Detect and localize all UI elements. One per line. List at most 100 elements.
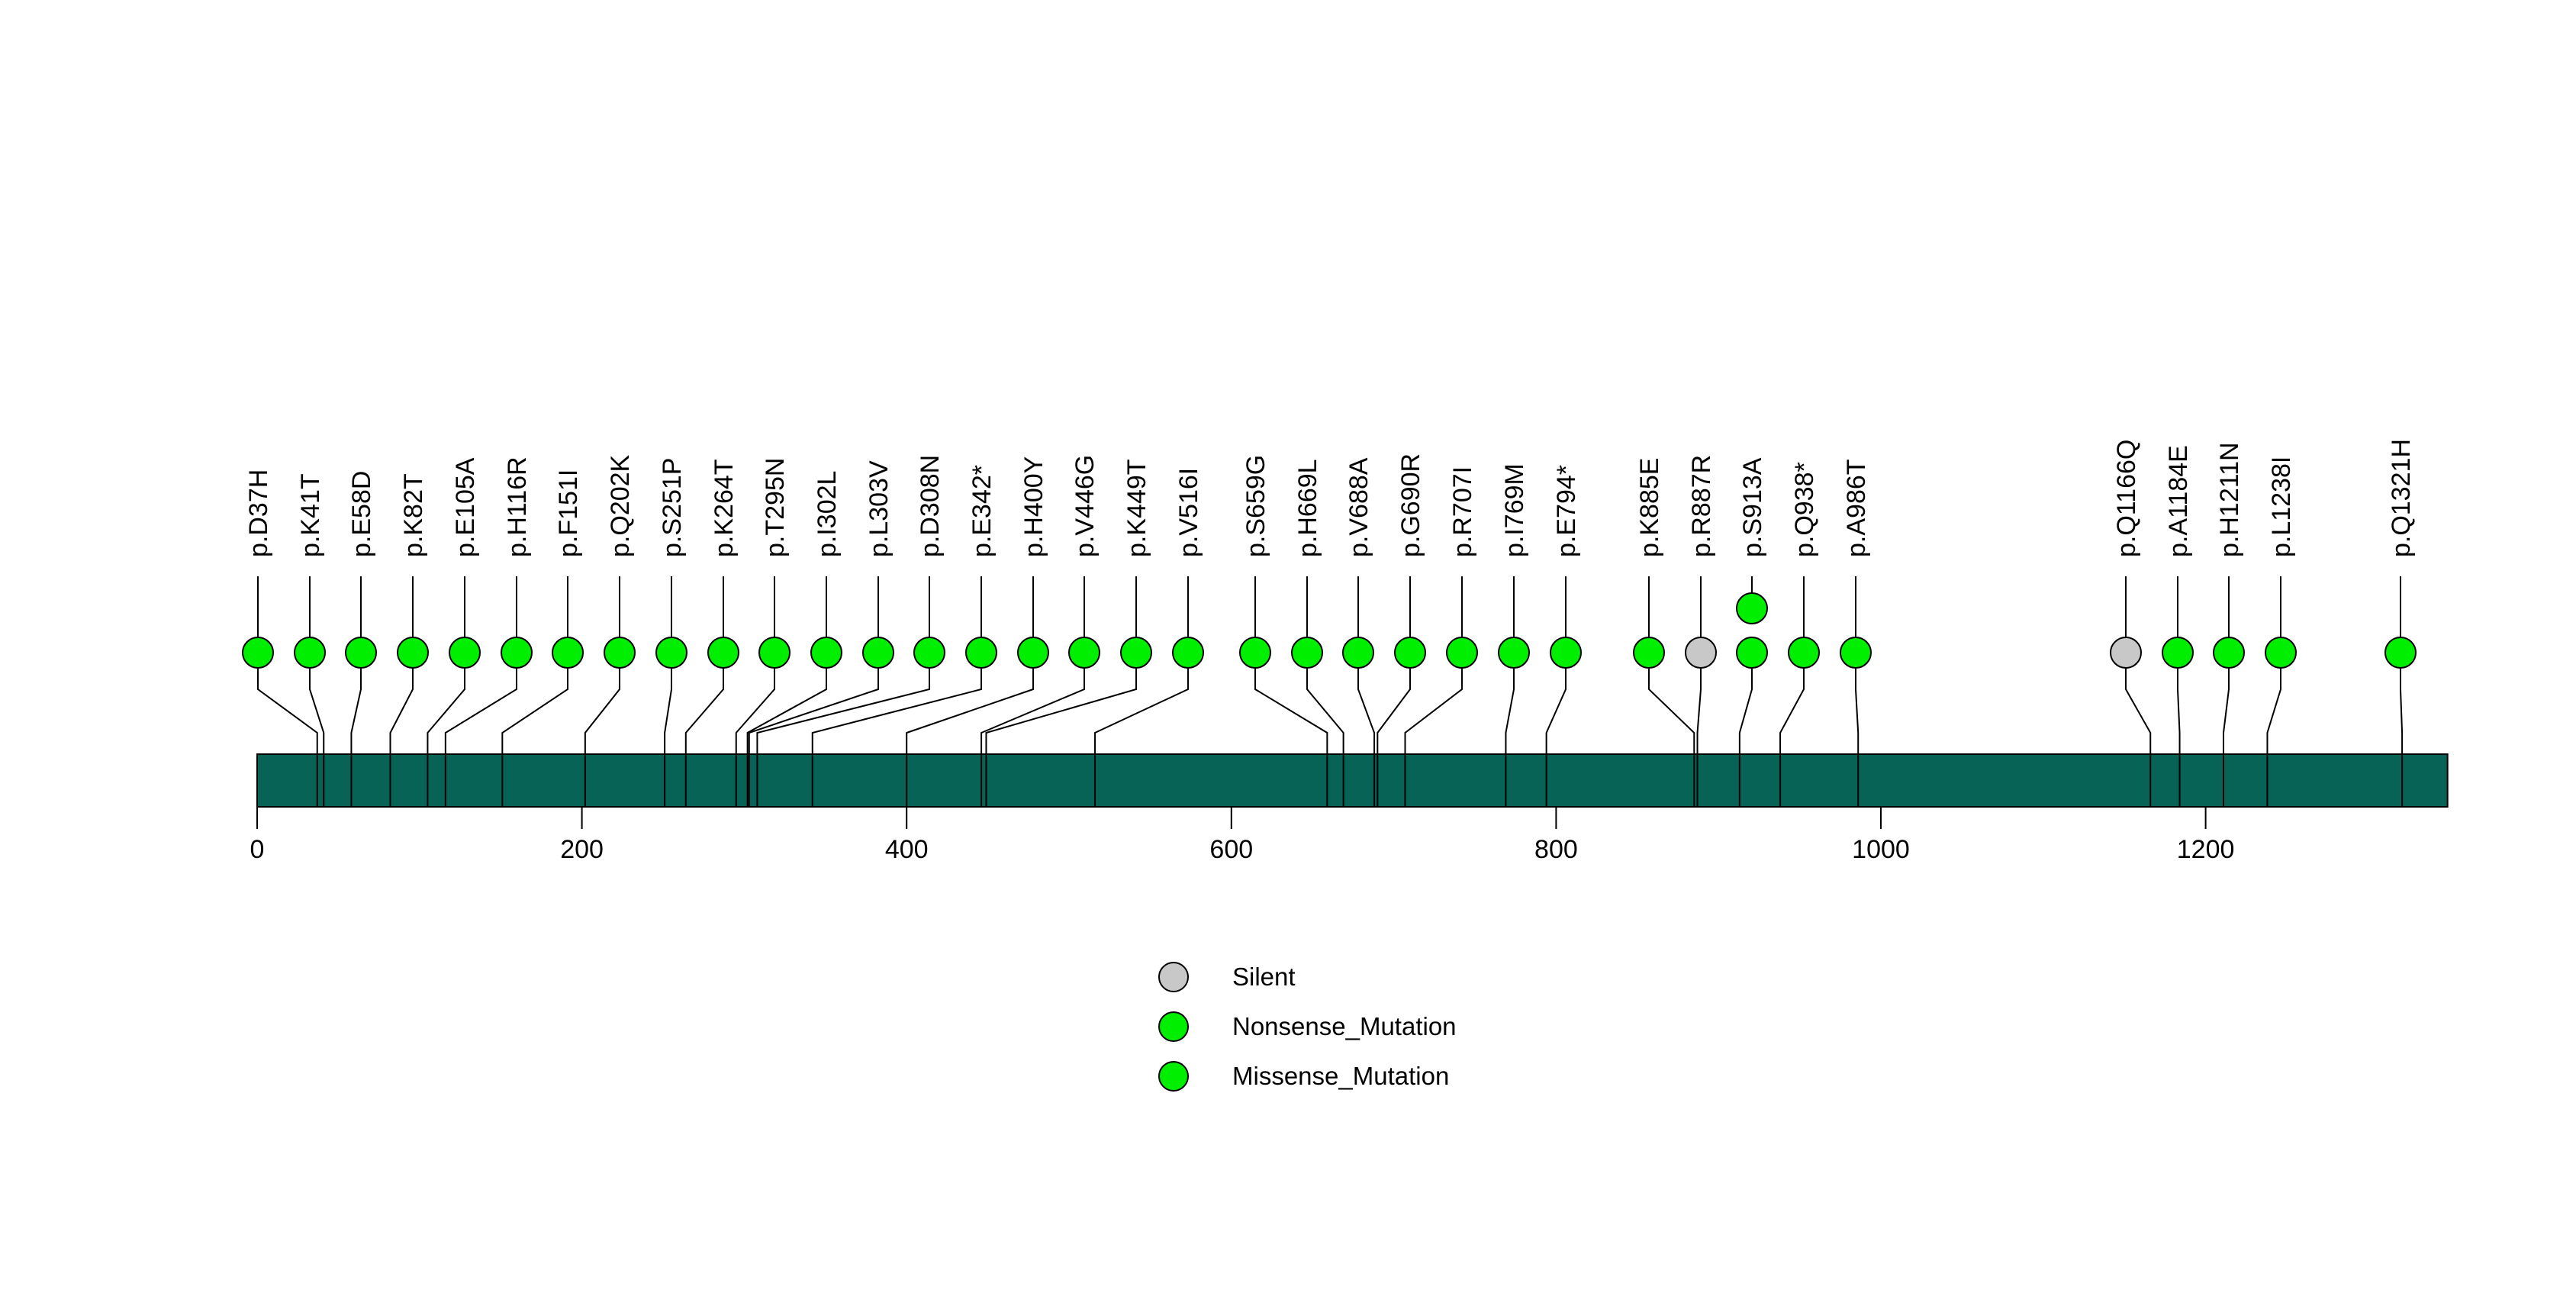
mutation-circle (501, 637, 533, 669)
axis-tick-label: 400 (885, 835, 929, 864)
connector-line (257, 668, 318, 807)
legend: Silent Nonsense_Mutation Missense_Mutati… (1158, 962, 1457, 1092)
connector-line (1779, 668, 1805, 807)
legend-row-nonsense: Nonsense_Mutation (1158, 1011, 1457, 1042)
mutation-circle (449, 637, 481, 669)
connector-line (1738, 668, 1753, 807)
connector-line (811, 668, 982, 807)
mutation-label: p.I302L (813, 471, 842, 557)
mutation-circle (1498, 637, 1530, 669)
mutation-circle (1788, 637, 1820, 669)
mutation-circle (1840, 637, 1872, 669)
axis-tick-label: 800 (1534, 835, 1578, 864)
legend-row-silent: Silent (1158, 962, 1457, 992)
connector-line (906, 668, 1034, 807)
mutation-label: p.K885E (1635, 458, 1664, 557)
connector-line (444, 668, 517, 807)
mutation-label: p.G690R (1396, 453, 1425, 557)
mutation-circle (1239, 637, 1271, 669)
mutation-circle (1017, 637, 1049, 669)
mutation-label: p.L1238I (2267, 456, 2296, 557)
connector-line (1505, 668, 1515, 807)
protein-backbone (256, 753, 2449, 808)
silent-swatch-icon (1158, 962, 1189, 992)
mutation-circle (1550, 637, 1582, 669)
connector-line (2177, 668, 2181, 807)
mutation-circle (1120, 637, 1152, 669)
mutation-circle (604, 637, 636, 669)
mutation-circle (1172, 637, 1204, 669)
mutation-circle (242, 637, 274, 669)
mutation-label: p.V446G (1071, 455, 1100, 557)
connector-line (985, 668, 1137, 807)
mutation-label: p.F151I (554, 469, 583, 557)
mutation-circle (1291, 637, 1323, 669)
mutation-circle (2213, 637, 2245, 669)
connector-line (584, 668, 620, 807)
mutation-label: p.Q938* (1790, 462, 1819, 557)
mutation-circle (1394, 637, 1426, 669)
connector-line (684, 668, 724, 807)
legend-label-nonsense: Nonsense_Mutation (1232, 1012, 1457, 1040)
connector-line (1094, 668, 1189, 807)
connector-line (748, 668, 879, 807)
mutation-label: p.V516I (1174, 468, 1203, 557)
mutation-circle (1736, 592, 1768, 624)
mutation-label: p.I769M (1500, 463, 1529, 557)
mutation-label: p.H1211N (2215, 442, 2244, 557)
mutation-circle (1446, 637, 1478, 669)
mutation-label: p.L303V (865, 460, 894, 557)
mutation-circle (294, 637, 326, 669)
connector-line (1648, 668, 1695, 807)
axis-tick-label: 200 (560, 835, 604, 864)
mutation-label: p.R887R (1687, 455, 1716, 557)
connector-line (664, 668, 672, 807)
mutation-label: p.E794* (1552, 465, 1581, 557)
mutation-label: p.D308N (916, 455, 945, 557)
connector-line (389, 668, 414, 807)
connector-line (1377, 668, 1411, 807)
mutation-circle (862, 637, 894, 669)
connector-line (1855, 668, 1860, 807)
connector-line (1545, 668, 1567, 807)
missense-swatch-icon (1158, 1061, 1189, 1092)
mutation-label: p.Q1321H (2387, 439, 2416, 557)
mutation-label: p.T295N (761, 458, 790, 557)
mutation-label: p.V688A (1344, 457, 1373, 557)
mutation-circle (1342, 637, 1374, 669)
mutation-circle (1685, 637, 1717, 669)
mutation-label: p.E105A (451, 457, 480, 557)
mutation-circle (552, 637, 584, 669)
mutation-label: p.S913A (1738, 457, 1767, 557)
mutation-label: p.Q202K (606, 454, 635, 557)
connector-line (2266, 668, 2281, 807)
mutation-circle (758, 637, 791, 669)
mutation-label: p.S251P (658, 458, 687, 557)
legend-row-missense: Missense_Mutation (1158, 1061, 1457, 1092)
mutation-circle (655, 637, 687, 669)
axis-tick-label: 1000 (1852, 835, 1910, 864)
connector-line (735, 668, 775, 807)
mutation-circle (397, 637, 429, 669)
mutation-label: p.K82T (399, 473, 428, 557)
mutation-circle (345, 637, 377, 669)
mutation-circle (2162, 637, 2194, 669)
connector-line (980, 668, 1085, 807)
mutation-label: p.E58D (347, 471, 376, 557)
mutation-label: p.R707I (1448, 466, 1477, 557)
mutation-label: p.K449T (1122, 459, 1151, 557)
legend-label-missense: Missense_Mutation (1232, 1062, 1450, 1090)
mutation-circle (2110, 637, 2142, 669)
connector-line (756, 668, 930, 807)
mutation-label: p.S659G (1241, 455, 1270, 557)
connector-line (350, 668, 362, 807)
mutation-label: p.A1184E (2164, 445, 2193, 557)
connector-line (1404, 668, 1463, 807)
connector-line (746, 668, 827, 807)
mutation-circle (810, 637, 842, 669)
mutation-label: p.H400Y (1019, 456, 1048, 557)
nonsense-swatch-icon (1158, 1011, 1189, 1042)
mutation-label: p.H669L (1293, 459, 1322, 557)
connector-line (501, 668, 568, 807)
